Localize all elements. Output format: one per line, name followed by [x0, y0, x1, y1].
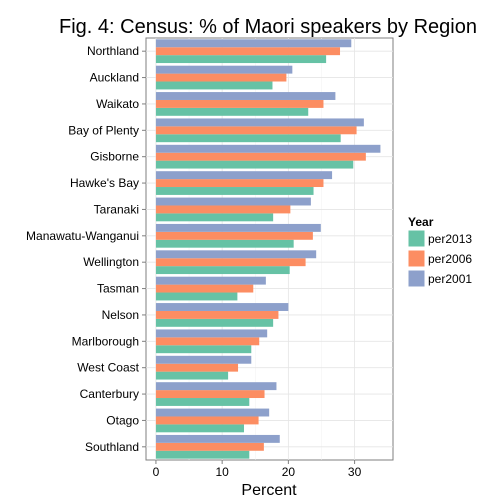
y-tick-label: Northland — [87, 44, 139, 58]
bar-per2013 — [155, 398, 250, 406]
y-tick-label: Auckland — [90, 71, 139, 85]
bar-per2006 — [155, 205, 291, 214]
chart-title: Fig. 4: Census: % of Maori speakers by R… — [59, 16, 477, 38]
bar-per2001 — [155, 144, 381, 153]
bar-per2006 — [155, 442, 264, 451]
bar-per2013 — [155, 424, 245, 433]
bar-per2006 — [155, 284, 254, 293]
legend-key-per2013 — [407, 229, 426, 248]
bar-per2001 — [155, 276, 266, 285]
bar-per2001 — [155, 39, 352, 48]
y-tick-label: Manawatu-Wanganui — [26, 229, 139, 243]
bar-per2006 — [155, 310, 279, 319]
bar-per2001 — [155, 197, 311, 206]
bar-per2006 — [155, 99, 324, 108]
y-tick-label: Southland — [85, 440, 139, 454]
y-tick-label: Hawke's Bay — [70, 176, 139, 190]
bar-per2013 — [155, 371, 229, 380]
legend: Year per2013 per2006 per2001 — [407, 215, 472, 288]
bar-per2001 — [155, 65, 293, 74]
bar-per2001 — [155, 118, 364, 127]
y-tick-label: Marlborough — [72, 334, 139, 348]
legend-key-per2001 — [407, 269, 426, 288]
bar-per2013 — [155, 239, 294, 248]
bar-per2001 — [155, 382, 277, 391]
x-axis-title: Percent — [241, 482, 297, 499]
x-tick-label: 10 — [215, 465, 229, 479]
bar-per2001 — [155, 355, 252, 364]
bar-per2013 — [155, 81, 273, 90]
bar-per2013 — [155, 55, 327, 64]
bar-per2006 — [155, 416, 259, 425]
y-tick-label: Tasman — [97, 282, 139, 296]
y-tick-label: Bay of Plenty — [68, 123, 139, 137]
bar-per2001 — [155, 434, 280, 443]
bar-per2001 — [155, 250, 317, 259]
y-tick-label: Otago — [106, 413, 139, 427]
bar-per2001 — [155, 408, 270, 417]
bar-per2006 — [155, 258, 306, 267]
y-tick-labels: Northland Auckland Waikato Bay of Plenty Gis… — [26, 44, 146, 454]
y-tick-label: Waikato — [96, 97, 139, 111]
bar-per2013 — [155, 160, 354, 169]
x-tick-label: 0 — [153, 465, 160, 479]
bar-per2001 — [155, 303, 289, 311]
bar-per2006 — [155, 231, 313, 240]
bar-per2006 — [155, 47, 341, 56]
y-tick-label: Nelson — [102, 308, 139, 322]
x-tick-labels: 0 10 20 30 — [153, 460, 362, 479]
bar-per2013 — [155, 450, 250, 459]
bars — [155, 39, 381, 459]
bar-per2001 — [155, 329, 268, 338]
bar-per2006 — [155, 152, 366, 161]
x-tick-label: 20 — [282, 465, 296, 479]
bar-per2013 — [155, 134, 341, 143]
y-tick-label: Taranaki — [94, 202, 139, 216]
bar-per2013 — [155, 107, 309, 116]
bar-per2013 — [155, 213, 274, 222]
x-tick-label: 30 — [348, 465, 362, 479]
bar-per2013 — [155, 345, 252, 354]
bar-per2001 — [155, 223, 321, 232]
bar-per2006 — [155, 390, 265, 399]
bar-per2006 — [155, 126, 357, 135]
legend-label: per2001 — [428, 272, 472, 286]
legend-label: per2013 — [428, 232, 472, 246]
bar-per2013 — [155, 266, 290, 275]
legend-label: per2006 — [428, 252, 472, 266]
y-tick-label: West Coast — [77, 361, 139, 375]
bar-per2006 — [155, 73, 287, 82]
bar-per2006 — [155, 179, 324, 188]
bar-per2006 — [155, 337, 260, 346]
bar-per2001 — [155, 171, 333, 180]
bar-per2006 — [155, 363, 239, 372]
bar-per2013 — [155, 318, 274, 327]
legend-title: Year — [408, 215, 434, 229]
bar-per2013 — [155, 187, 314, 195]
y-tick-label: Wellington — [83, 255, 139, 269]
y-tick-label: Gisborne — [90, 150, 139, 164]
y-tick-label: Canterbury — [80, 387, 139, 401]
legend-key-per2006 — [407, 249, 426, 268]
bar-per2013 — [155, 292, 238, 301]
bar-per2001 — [155, 92, 336, 100]
